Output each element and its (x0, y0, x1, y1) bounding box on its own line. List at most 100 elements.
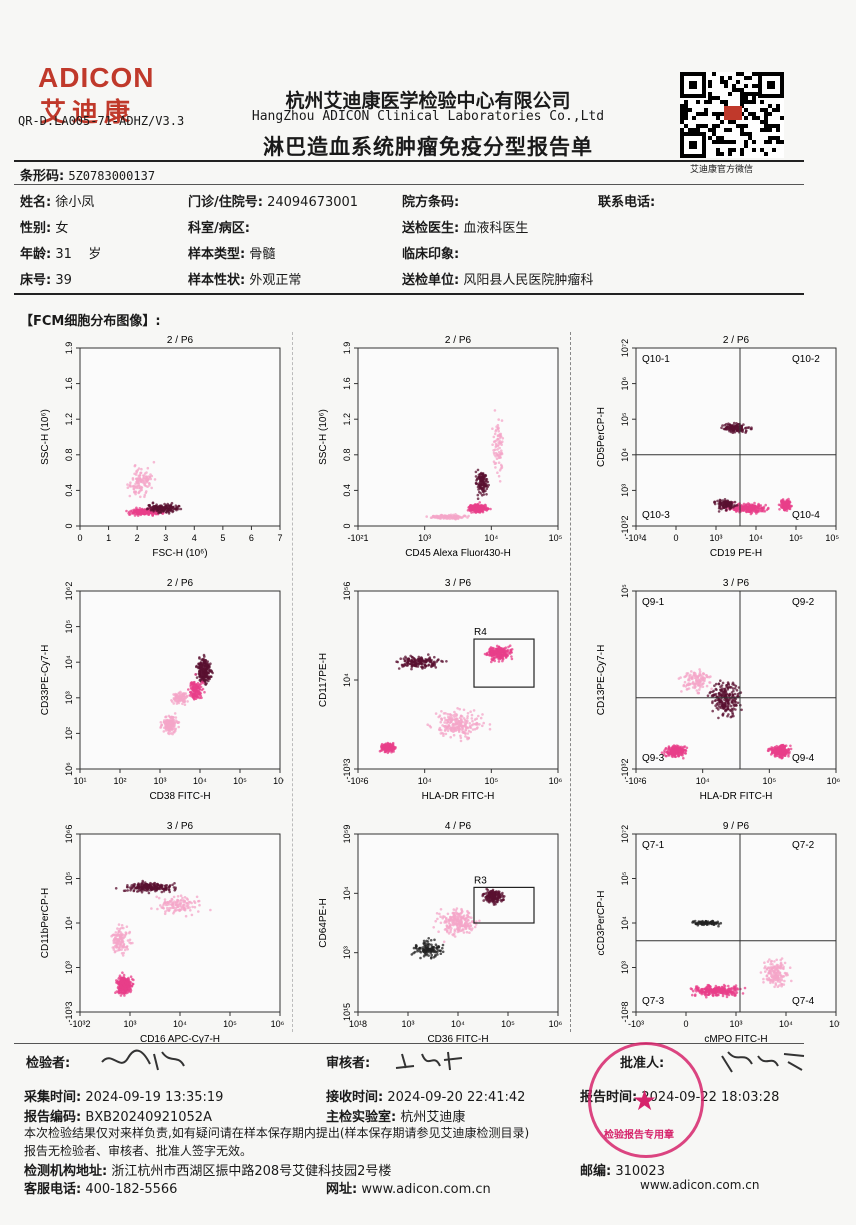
event-dot (474, 923, 478, 926)
event-dot (164, 910, 167, 913)
event-dot (430, 662, 434, 665)
event-dot (468, 505, 472, 508)
event-dot (166, 506, 169, 510)
qr-caption: 艾迪康官方微信 (690, 165, 754, 175)
event-dot (170, 897, 174, 901)
event-dot (510, 657, 514, 661)
event-dot (494, 647, 498, 651)
sample-type-label: 样本类型: (188, 247, 246, 262)
event-dot (187, 900, 191, 904)
event-dot (476, 507, 480, 511)
event-dot (466, 715, 469, 718)
event-dot (732, 698, 735, 702)
event-dot (165, 888, 168, 892)
event-dot (723, 703, 727, 706)
event-dot (118, 943, 121, 947)
x-axis-label: CD38 FITC-H (149, 791, 210, 802)
event-dot (685, 746, 689, 750)
event-dot (666, 751, 670, 755)
barcode-value: 5Z0783000137 (68, 169, 156, 183)
event-dot (142, 474, 146, 478)
event-dot (173, 882, 176, 885)
event-dot (187, 688, 190, 691)
event-dot (717, 716, 720, 720)
event-dot (195, 690, 198, 693)
event-dot (163, 898, 167, 901)
event-dot (476, 497, 480, 500)
event-dot (134, 886, 138, 890)
event-dot (773, 755, 777, 758)
event-dot (474, 470, 478, 474)
event-dot (139, 495, 142, 499)
x-axis-label: HLA-DR FITC-H (700, 791, 773, 802)
event-dot (683, 745, 687, 748)
x-tick-label: 10² (113, 776, 126, 786)
event-dot (497, 890, 500, 893)
event-dot (751, 510, 754, 513)
event-dot (724, 689, 727, 693)
event-dot (440, 710, 443, 713)
event-dot (173, 507, 177, 510)
quadrant-label: Q9-4 (792, 753, 815, 764)
id-label: 门诊/住院号: (188, 195, 263, 210)
event-dot (719, 699, 722, 703)
event-dot (486, 888, 490, 892)
event-dot (729, 427, 732, 430)
header-divider (14, 160, 804, 162)
event-dot (735, 689, 739, 692)
event-dot (483, 474, 486, 477)
event-dot (138, 507, 142, 510)
event-dot (696, 675, 700, 679)
event-dot (445, 515, 448, 519)
event-dot (459, 734, 462, 738)
event-dot (204, 678, 208, 682)
event-dot (770, 750, 774, 753)
event-dot (439, 728, 443, 732)
event-dot (711, 709, 714, 713)
event-dot (445, 660, 448, 663)
name-value: 徐小凤 (55, 195, 95, 210)
event-dot (733, 500, 737, 504)
event-dot (118, 927, 122, 931)
event-dot (736, 701, 740, 705)
event-dot (785, 501, 789, 504)
y-tick-label: 1.6 (64, 377, 74, 390)
quadrant-label: Q9-1 (642, 597, 665, 608)
event-dot (144, 888, 147, 892)
event-dot (493, 650, 496, 654)
event-dot (477, 482, 480, 485)
event-dot (120, 924, 124, 927)
event-dot (157, 887, 161, 890)
y-tick-label: 10⁵ (64, 871, 74, 885)
event-dot (506, 649, 510, 653)
event-dot (158, 504, 162, 508)
event-dot (483, 482, 487, 486)
event-dot (131, 478, 135, 481)
event-dot (142, 476, 146, 480)
event-dot (481, 510, 485, 514)
event-dot (120, 952, 124, 955)
event-dot (131, 982, 135, 986)
event-dot (470, 511, 473, 514)
y-tick-label: 0.4 (64, 484, 74, 497)
unit-value: 风阳县人民医院肿瘤科 (463, 273, 594, 288)
event-dot (457, 720, 460, 723)
event-dot (489, 507, 492, 511)
event-dot (449, 713, 452, 716)
event-dot (724, 694, 728, 698)
event-dot (186, 906, 190, 910)
event-dot (410, 667, 413, 671)
event-dot (785, 498, 789, 502)
event-dot (176, 721, 179, 724)
event-dot (436, 917, 439, 921)
event-dot (192, 694, 195, 697)
event-dot (411, 663, 415, 666)
sex-label: 性别: (20, 221, 52, 236)
event-dot (475, 727, 479, 730)
plot-frame (79, 590, 281, 770)
event-dot (703, 676, 706, 680)
event-dot (114, 931, 118, 934)
y-tick-label: 10⁵ (620, 412, 630, 426)
event-dot (697, 691, 700, 695)
